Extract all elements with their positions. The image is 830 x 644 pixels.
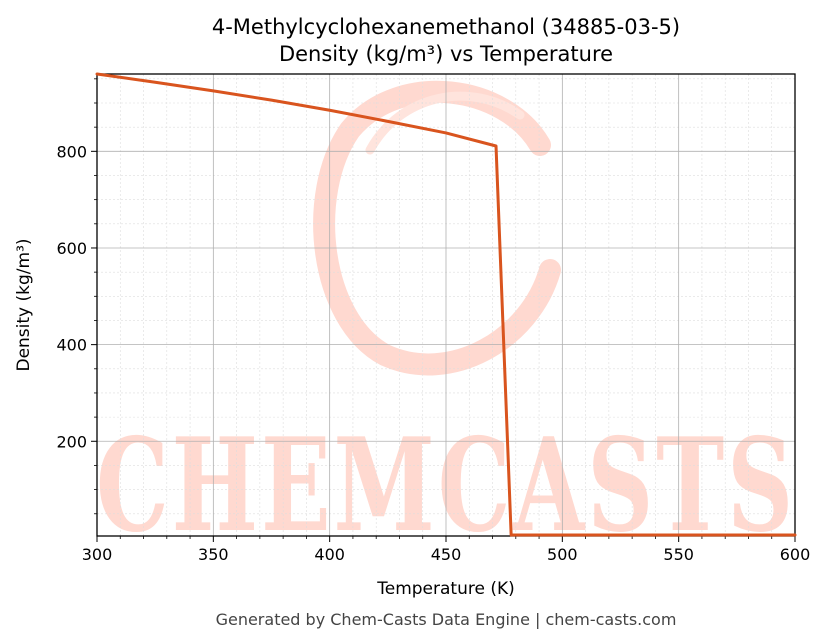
x-tick-label: 500 — [547, 545, 578, 564]
y-axis-ticks: 200 400 600 800 — [56, 78, 97, 515]
x-tick-label: 400 — [314, 545, 345, 564]
y-tick-label: 800 — [56, 142, 87, 161]
x-tick-label: 350 — [198, 545, 229, 564]
x-axis-ticks: 300 350 400 450 500 550 600 — [82, 536, 811, 564]
y-tick-label: 200 — [56, 432, 87, 451]
chart-title-line1: 4-Methylcyclohexanemethanol (34885-03-5) — [212, 15, 680, 39]
y-axis-label: Density (kg/m³) — [14, 238, 34, 371]
footer-credit: Generated by Chem-Casts Data Engine | ch… — [216, 610, 677, 629]
major-gridlines — [96, 74, 796, 536]
chart-title-line2: Density (kg/m³) vs Temperature — [279, 42, 613, 66]
series-group — [95, 72, 797, 537]
x-tick-label: 450 — [431, 545, 462, 564]
x-tick-label: 550 — [663, 545, 694, 564]
watermark-logo-icon — [313, 80, 561, 376]
x-tick-label: 600 — [780, 545, 811, 564]
x-axis-label: Temperature (K) — [376, 579, 515, 599]
y-tick-label: 600 — [56, 239, 87, 258]
y-tick-label: 400 — [56, 336, 87, 355]
x-tick-label: 300 — [82, 545, 113, 564]
series-line-density — [95, 72, 797, 537]
